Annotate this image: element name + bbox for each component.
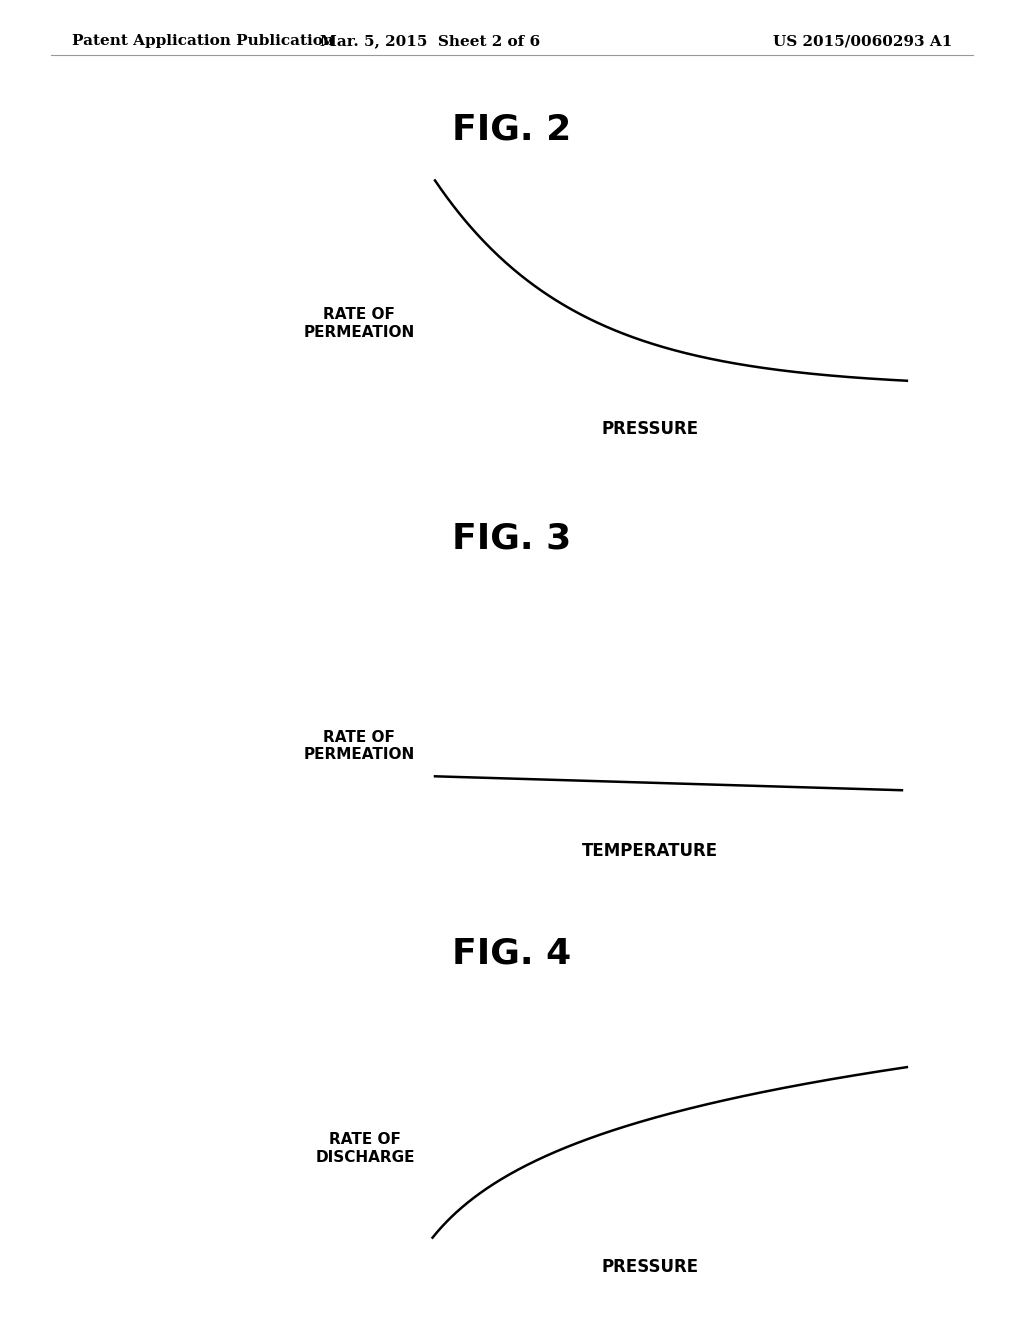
Text: Patent Application Publication: Patent Application Publication: [72, 34, 334, 49]
Text: Mar. 5, 2015  Sheet 2 of 6: Mar. 5, 2015 Sheet 2 of 6: [321, 34, 540, 49]
Text: FIG. 4: FIG. 4: [453, 936, 571, 970]
Text: US 2015/0060293 A1: US 2015/0060293 A1: [773, 34, 952, 49]
Text: RATE OF
PERMEATION: RATE OF PERMEATION: [303, 308, 415, 339]
Text: PRESSURE: PRESSURE: [602, 1258, 698, 1276]
Text: RATE OF
DISCHARGE: RATE OF DISCHARGE: [315, 1133, 415, 1164]
Text: FIG. 2: FIG. 2: [453, 112, 571, 147]
Text: RATE OF
PERMEATION: RATE OF PERMEATION: [303, 730, 415, 762]
Text: TEMPERATURE: TEMPERATURE: [583, 842, 718, 861]
Text: PRESSURE: PRESSURE: [602, 420, 698, 438]
Text: FIG. 3: FIG. 3: [453, 521, 571, 556]
